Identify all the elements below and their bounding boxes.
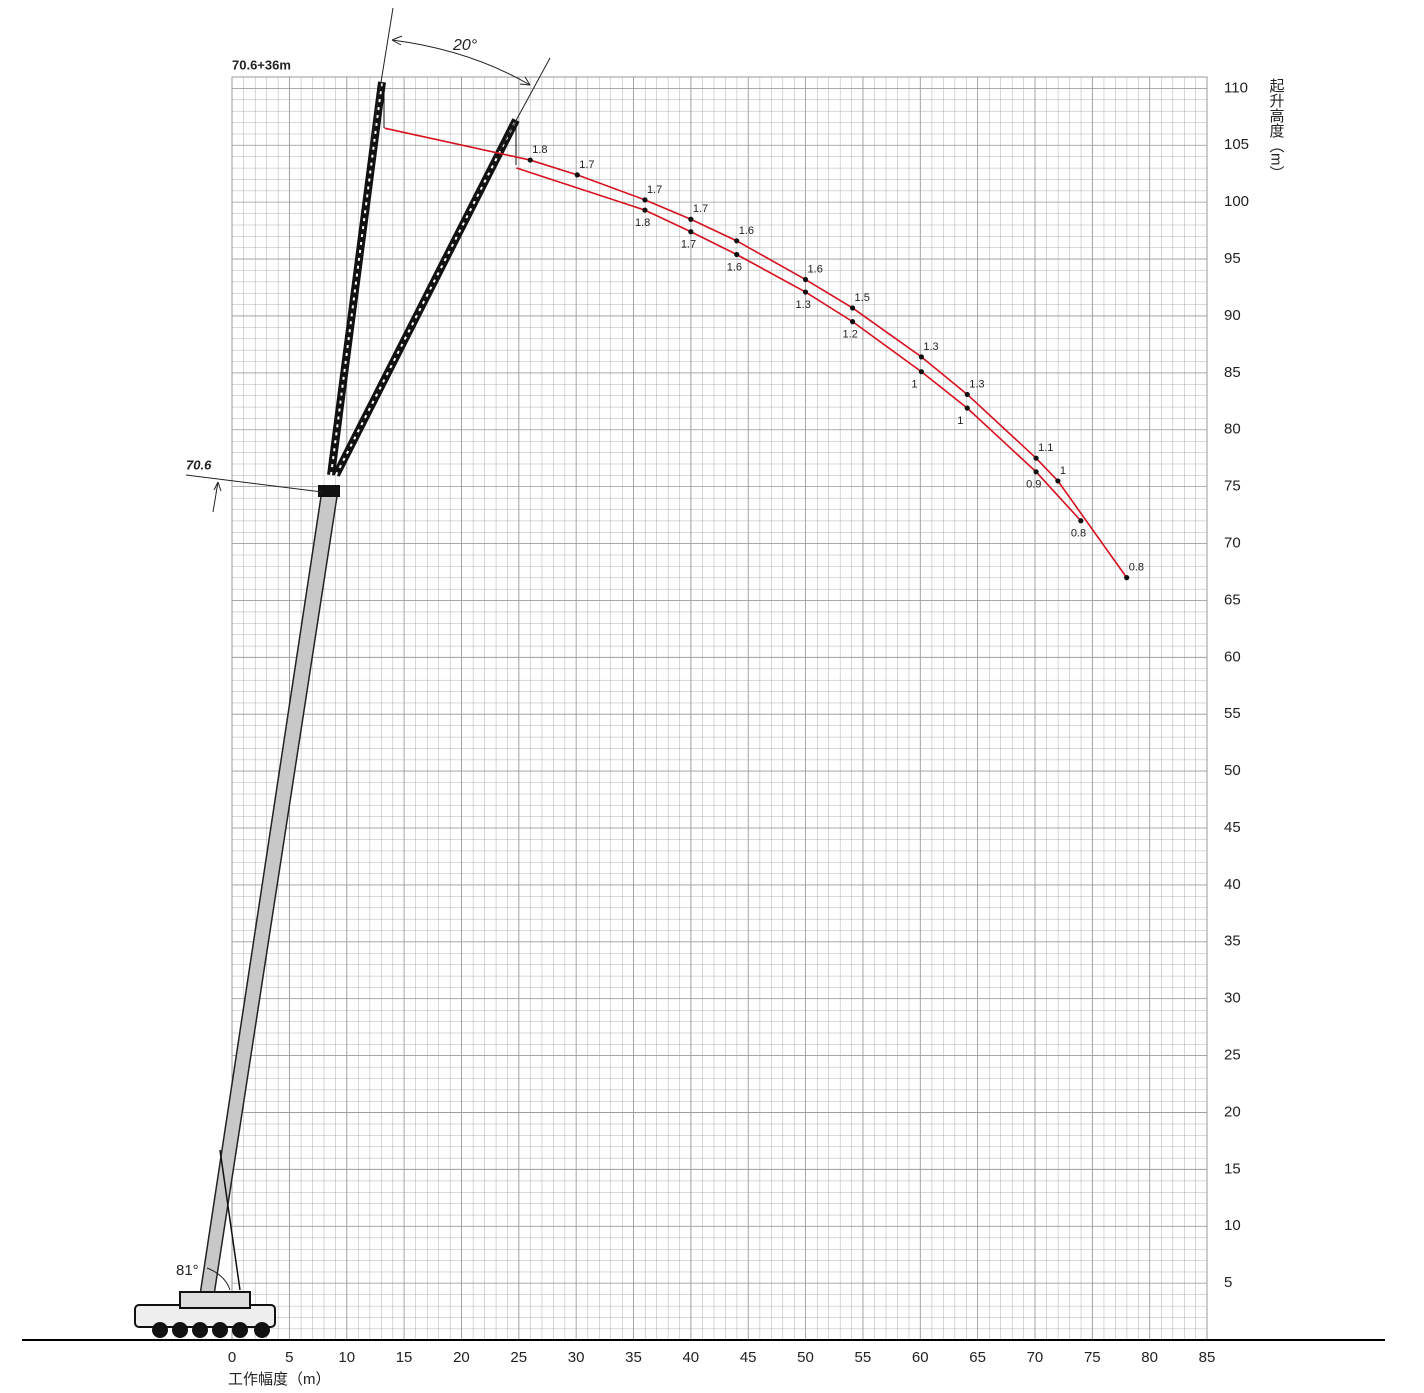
y-tick-label: 95 <box>1224 250 1241 267</box>
load-label: 1.6 <box>727 261 742 273</box>
load-label: 1.7 <box>647 184 662 196</box>
x-tick-label: 35 <box>625 1349 642 1366</box>
point <box>964 405 970 411</box>
x-tick-label: 10 <box>338 1349 355 1366</box>
crane <box>134 81 520 1338</box>
x-tick-label: 80 <box>1141 1349 1158 1366</box>
x-tick-label: 60 <box>912 1349 929 1366</box>
point <box>688 216 694 222</box>
y-tick-label: 20 <box>1224 1103 1241 1120</box>
point <box>849 305 856 311</box>
point <box>1033 455 1039 461</box>
point <box>527 157 533 163</box>
load-label: 1.8 <box>635 217 650 229</box>
point <box>1055 478 1061 484</box>
y-tick-label: 80 <box>1224 421 1241 438</box>
x-tick-label: 15 <box>396 1349 413 1366</box>
y-tick-label: 65 <box>1224 591 1241 608</box>
x-tick-label: 30 <box>568 1349 585 1366</box>
load-label: 1.6 <box>808 263 823 275</box>
grid <box>231 77 1208 1340</box>
point <box>688 229 694 235</box>
x-tick-label: 5 <box>285 1349 293 1366</box>
x-tick-label: 0 <box>228 1349 236 1366</box>
y-tick-label: 10 <box>1224 1217 1241 1234</box>
y-tick-label: 30 <box>1224 990 1241 1007</box>
y-tick-label: 15 <box>1224 1160 1241 1177</box>
x-tick-label: 40 <box>682 1349 699 1366</box>
y-tick-label: 5 <box>1224 1274 1232 1291</box>
point <box>849 319 856 325</box>
load-label: 1.1 <box>1038 442 1053 454</box>
load-label: 1.3 <box>923 341 938 353</box>
grid-area <box>231 76 1208 1341</box>
load-label: 0.8 <box>1071 528 1086 540</box>
y-tick-label: 40 <box>1224 876 1241 893</box>
point <box>734 251 740 258</box>
load-label: 1.8 <box>532 144 547 156</box>
x-tick-label: 65 <box>969 1349 986 1366</box>
x-tick-label: 45 <box>740 1349 757 1366</box>
y-tick-label: 105 <box>1224 136 1249 153</box>
x-tick-label: 50 <box>797 1349 814 1366</box>
load-label: 1.3 <box>969 378 984 390</box>
load-label: 1 <box>957 415 963 427</box>
y-axis-label: 起升高度（m） <box>1268 78 1285 181</box>
load-label: 1.7 <box>693 203 708 215</box>
point <box>1078 518 1084 524</box>
y-tick-label: 35 <box>1224 933 1241 950</box>
y-tick-label: 55 <box>1224 705 1241 722</box>
point <box>642 207 648 213</box>
y-tick-label: 60 <box>1224 648 1241 665</box>
point <box>734 238 740 244</box>
x-tick-label: 85 <box>1199 1349 1216 1366</box>
load-label: 1.7 <box>579 159 594 171</box>
x-axis-label: 工作幅度（m） <box>228 1371 331 1388</box>
x-tick-label: 20 <box>453 1349 470 1366</box>
x-tick-label: 70 <box>1027 1349 1044 1366</box>
point <box>642 197 648 203</box>
load-label: 1 <box>1060 465 1066 477</box>
chart-title: 70.6+36m <box>232 57 291 72</box>
load-label: 1 <box>911 379 917 391</box>
point <box>1124 575 1130 581</box>
y-tick-label: 90 <box>1224 307 1241 324</box>
annotation-lines <box>185 7 551 1291</box>
curve <box>516 167 1082 522</box>
y-tick-label: 25 <box>1224 1047 1241 1064</box>
y-tick-label: 45 <box>1224 819 1241 836</box>
y-tick-label: 50 <box>1224 762 1241 779</box>
load-label: 1.7 <box>681 239 696 251</box>
load-label: 1.6 <box>739 225 754 237</box>
y-tick-label: 85 <box>1224 364 1241 381</box>
point <box>918 369 924 375</box>
point <box>1033 469 1039 475</box>
boom-length-label: 70.6 <box>186 457 212 472</box>
y-tick-label: 100 <box>1224 193 1249 210</box>
x-tick-label: 55 <box>855 1349 872 1366</box>
point <box>802 276 809 283</box>
load-label: 0.9 <box>1026 479 1041 491</box>
load-label: 0.8 <box>1129 562 1144 574</box>
x-tick-label: 75 <box>1084 1349 1101 1366</box>
point <box>802 289 809 295</box>
load-label: 1.2 <box>843 329 858 341</box>
y-tick-label: 110 <box>1224 79 1248 96</box>
boom-angle-label: 81° <box>176 1262 199 1279</box>
y-tick-label: 70 <box>1224 534 1241 551</box>
point <box>574 172 580 178</box>
jib-angle-label: 20° <box>452 37 478 54</box>
x-tick-label: 25 <box>510 1349 527 1366</box>
load-label: 1.5 <box>855 292 870 304</box>
load-label: 1.3 <box>796 299 811 311</box>
y-tick-label: 75 <box>1224 478 1241 495</box>
point <box>918 354 924 360</box>
point <box>964 391 970 398</box>
